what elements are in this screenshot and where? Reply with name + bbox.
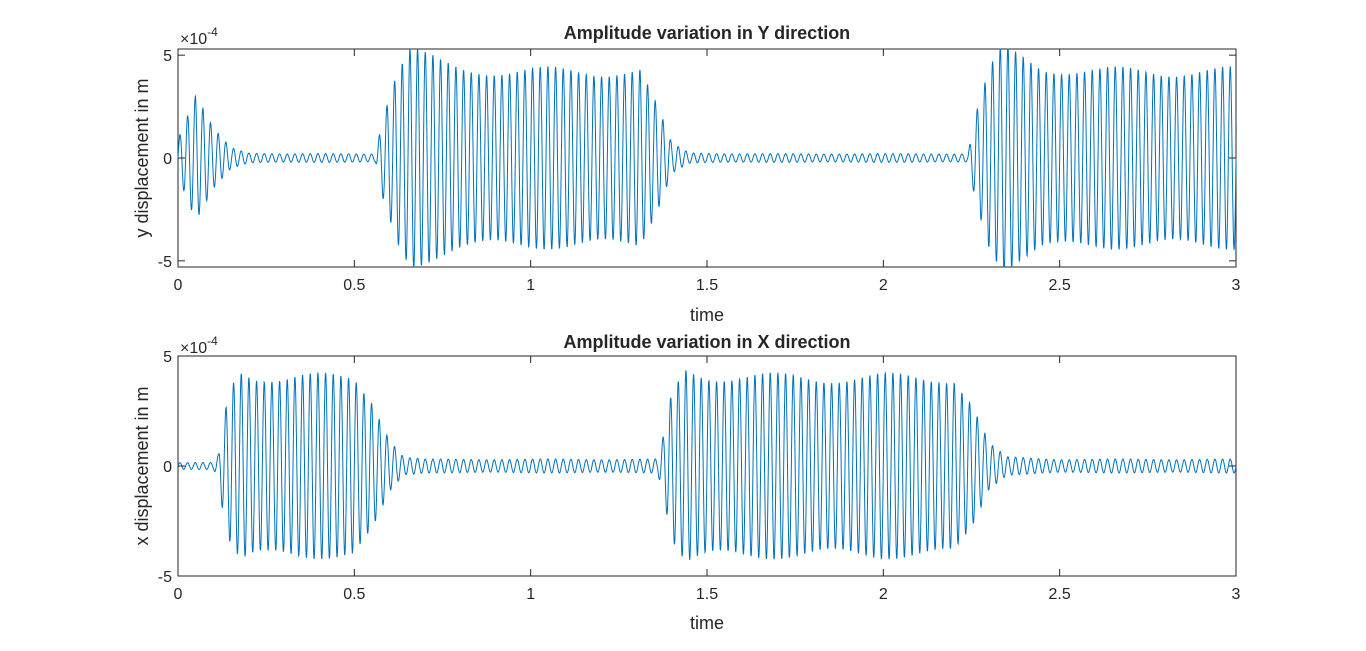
chart-title-top: Amplitude variation in Y direction	[564, 23, 850, 43]
exponent-label-bottom: ×10-4	[180, 334, 218, 357]
y-tick-label: 5	[163, 48, 172, 65]
signal-line-top	[177, 48, 1237, 268]
series-line-top	[177, 48, 1237, 268]
x-ticks-bottom: 0 0.5 1 1.5 2 2.5 3	[174, 356, 1241, 603]
x-tick-label: 1.5	[696, 586, 718, 603]
y-tick-label: -5	[158, 254, 172, 271]
x-tick-label: 1	[526, 277, 535, 294]
x-tick-label: 2.5	[1049, 586, 1071, 603]
y-ticks-bottom: -5 0 5	[158, 349, 1236, 586]
x-tick-label: 0.5	[343, 277, 365, 294]
x-tick-label: 3	[1232, 586, 1241, 603]
exponent-label-top: ×10-4	[180, 25, 218, 48]
x-tick-label: 2	[879, 277, 888, 294]
x-ticks-top: 0 0.5 1 1.5 2 2.5 3	[174, 49, 1241, 294]
y-tick-label: 5	[163, 349, 172, 366]
x-axis-label-bottom: time	[690, 613, 724, 633]
y-axis-label-bottom: x displacement in m	[132, 386, 152, 545]
x-tick-label: 3	[1232, 277, 1241, 294]
y-tick-label: 0	[163, 151, 172, 168]
x-tick-label: 1.5	[696, 277, 718, 294]
x-axis-label-top: time	[690, 305, 724, 325]
subplot-top: Amplitude variation in Y direction ×10-4…	[132, 23, 1241, 325]
series-line-bottom	[177, 370, 1237, 561]
x-tick-label: 0	[174, 277, 183, 294]
x-tick-label: 2.5	[1049, 277, 1071, 294]
y-tick-label: 0	[163, 459, 172, 476]
y-axis-label-top: y displacement in m	[132, 78, 152, 237]
x-tick-label: 1	[526, 586, 535, 603]
y-ticks-top: -5 0 5	[158, 48, 1236, 271]
chart-title-bottom: Amplitude variation in X direction	[563, 332, 850, 352]
subplot-bottom: Amplitude variation in X direction ×10-4…	[132, 332, 1241, 633]
x-tick-label: 2	[879, 586, 888, 603]
signal-line-bottom	[177, 370, 1237, 561]
x-tick-label: 0.5	[343, 586, 365, 603]
y-tick-label: -5	[158, 569, 172, 586]
x-tick-label: 0	[174, 586, 183, 603]
